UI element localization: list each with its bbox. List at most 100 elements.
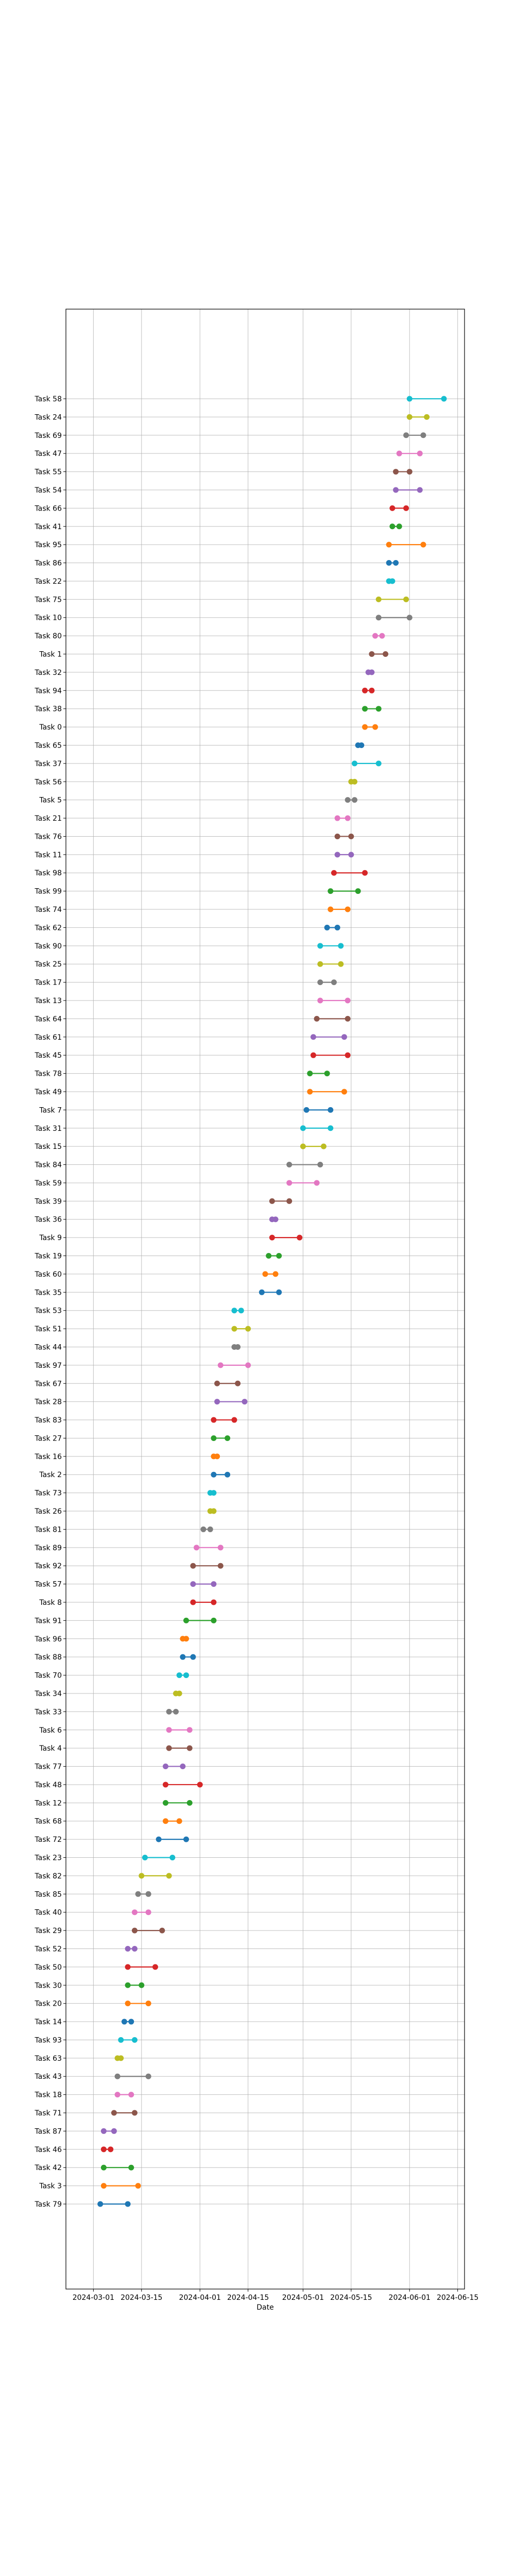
task-dumbbell xyxy=(163,1764,186,1770)
y-tick-label: Task 85 xyxy=(35,1890,62,1899)
task-end-point xyxy=(166,1873,172,1879)
task-end-point xyxy=(131,2110,138,2116)
y-tick-label: Task 88 xyxy=(35,1653,62,1662)
y-tick-label: Task 95 xyxy=(35,541,62,549)
task-end-point xyxy=(152,1964,158,1970)
task-end-point xyxy=(276,1289,282,1295)
task-marks xyxy=(97,396,447,2207)
y-tick-label: Task 66 xyxy=(35,504,62,513)
y-tick-label: Task 20 xyxy=(35,2000,62,2008)
task-dumbbell xyxy=(266,1253,282,1259)
x-tick-label: 2024-03-15 xyxy=(121,2294,162,2302)
task-start-point xyxy=(131,1927,138,1934)
task-start-point xyxy=(200,1526,207,1532)
task-start-point xyxy=(389,523,396,530)
task-dumbbell xyxy=(180,1636,190,1642)
task-dumbbell xyxy=(125,1964,158,1970)
y-tick-label: Task 1 xyxy=(39,651,62,659)
y-tick-label: Task 76 xyxy=(35,833,62,841)
task-start-point xyxy=(300,1143,306,1149)
task-dumbbell xyxy=(217,1362,251,1368)
task-dumbbell xyxy=(231,1344,241,1350)
task-end-point xyxy=(211,1490,217,1496)
y-tick-label: Task 9 xyxy=(39,1234,62,1242)
y-tick-label: Task 38 xyxy=(35,705,62,714)
task-end-point xyxy=(345,997,351,1004)
task-start-point xyxy=(118,2037,124,2043)
task-dumbbell xyxy=(310,1034,347,1040)
y-tick-label: Task 0 xyxy=(39,723,62,732)
task-end-point xyxy=(351,797,357,803)
task-start-point xyxy=(139,1873,145,1879)
task-dumbbell xyxy=(393,469,413,475)
y-tick-label: Task 94 xyxy=(35,687,62,695)
task-end-point xyxy=(211,1617,217,1623)
task-dumbbell xyxy=(176,1672,190,1679)
task-dumbbell xyxy=(334,852,354,858)
task-end-point xyxy=(245,1362,251,1368)
y-tick-label: Task 18 xyxy=(35,2091,62,2099)
task-dumbbell xyxy=(114,2073,151,2079)
y-tick-label: Task 43 xyxy=(35,2073,62,2081)
task-end-point xyxy=(345,1052,351,1058)
task-start-point xyxy=(389,505,396,511)
task-end-point xyxy=(217,1563,224,1569)
y-tick-label: Task 63 xyxy=(35,2055,62,2063)
task-dumbbell xyxy=(211,1471,231,1478)
task-dumbbell xyxy=(194,1545,224,1551)
y-tick-label: Task 30 xyxy=(35,1981,62,1990)
y-tick-label: Task 62 xyxy=(35,924,62,932)
task-end-point xyxy=(383,651,389,657)
y-tick-label: Task 14 xyxy=(35,2018,62,2026)
task-end-point xyxy=(417,487,423,493)
y-tick-label: Task 11 xyxy=(35,851,62,859)
task-end-point xyxy=(235,1344,241,1350)
y-tick-label: Task 47 xyxy=(35,450,62,458)
task-end-point xyxy=(186,1800,193,1806)
task-end-point xyxy=(231,1417,237,1423)
y-tick-label: Task 73 xyxy=(35,1489,62,1498)
task-start-point xyxy=(211,1435,217,1441)
task-start-point xyxy=(317,979,323,986)
task-start-point xyxy=(125,1982,131,1988)
y-tick-label: Task 33 xyxy=(35,1708,62,1716)
task-dumbbell xyxy=(125,2001,151,2007)
task-end-point xyxy=(276,1253,282,1259)
y-tick-label: Task 16 xyxy=(35,1453,62,1461)
task-dumbbell xyxy=(317,979,337,986)
task-start-point xyxy=(262,1271,268,1277)
task-end-point xyxy=(238,1308,244,1314)
task-end-point xyxy=(362,870,368,876)
y-tick-label: Task 34 xyxy=(35,1690,62,1698)
task-end-point xyxy=(334,924,340,930)
task-end-point xyxy=(420,541,426,548)
task-end-point xyxy=(420,432,426,438)
task-end-point xyxy=(211,1599,217,1605)
task-end-point xyxy=(118,2055,124,2061)
task-start-point xyxy=(156,1836,162,1842)
task-end-point xyxy=(424,414,430,420)
task-start-point xyxy=(231,1326,237,1332)
task-end-point xyxy=(190,1654,196,1660)
task-dumbbell xyxy=(328,906,351,912)
task-end-point xyxy=(245,1326,251,1332)
task-end-point xyxy=(186,1727,193,1733)
task-end-point xyxy=(186,1745,193,1751)
task-start-point xyxy=(386,560,392,566)
task-dumbbell xyxy=(396,450,423,456)
task-start-point xyxy=(286,1180,293,1186)
task-start-point xyxy=(324,924,330,930)
task-dumbbell xyxy=(310,1052,351,1058)
task-dumbbell xyxy=(114,2055,124,2061)
y-tick-label: Task 74 xyxy=(35,906,62,914)
task-dumbbell xyxy=(125,1982,145,1988)
task-dumbbell xyxy=(286,1162,323,1168)
task-end-point xyxy=(379,633,385,639)
x-tick-label: 2024-03-01 xyxy=(73,2294,114,2302)
task-end-point xyxy=(338,943,344,949)
task-end-point xyxy=(297,1234,303,1241)
x-tick-label: 2024-05-15 xyxy=(330,2294,372,2302)
task-end-point xyxy=(341,1034,347,1040)
y-tick-label: Task 21 xyxy=(35,815,62,823)
task-dumbbell xyxy=(156,1836,190,1842)
